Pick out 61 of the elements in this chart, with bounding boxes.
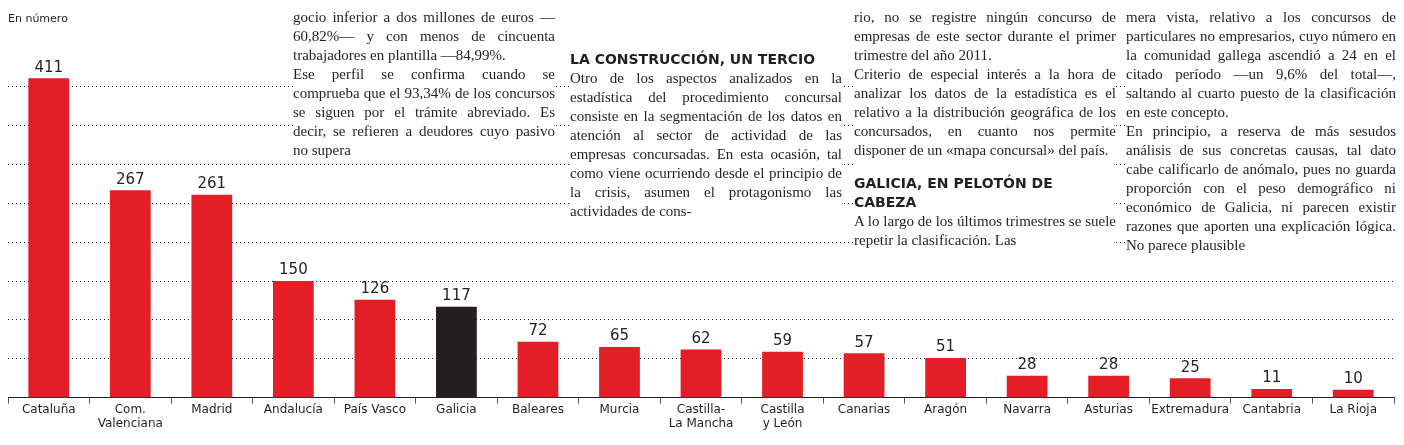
bar [1332,389,1374,398]
x-tick-label: Cantabria [1242,402,1302,417]
bar [436,306,477,398]
x-tick-label: Canarias [837,402,891,417]
bar [1169,378,1211,398]
x-tick-label: País Vasco [343,402,407,417]
data-label: 117 [442,286,471,305]
data-label: 65 [609,326,630,345]
text: rio, no se registre ningún concurso de empresas de este sector durante el primer trimestre del año 2011. [854,8,1116,65]
text: gocio inferior a dos millones de euros —60,82%— y con menos de cincuenta trabajadores en plantilla —84,99%. [293,8,555,65]
bar [599,347,640,398]
bar [925,357,966,398]
x-tick-label: Extremadura [1151,402,1230,417]
data-label: 28 [1017,355,1037,374]
annotation: Otro de los aspectos analizados en la estadística del procedimiento concursal consiste en la segmentación de los datos en atención al sector de actividad de las empresas concursadas. En esta ocasión, tal como viene ocurriendo desde el principio de la crisis, asumen el protagonismo las actividades de cons- [570,69,842,221]
x-tick-label: Madrid [191,402,233,417]
bar [1006,375,1048,398]
x-tick-label: Baleares [511,402,564,417]
x-tick-label: Aragón [924,402,968,417]
data-label: 411 [34,57,64,76]
text: LA CONSTRUCCIÓN, UN TERCIO [570,50,817,69]
x-tick-label: Asturias [1084,402,1133,417]
data-label: 59 [772,331,793,350]
data-label: 261 [197,174,227,193]
data-label: 11 [1262,368,1282,387]
data-label: 57 [854,332,874,351]
bar [1251,389,1293,398]
annotation: Criterio de especial interés a la hora de analizar los datos de la estadística es el relativo a la distribución geográfica de los concursados, en cuanto nos permite disponer de un «mapa concursal» del país. [854,65,1116,160]
x-tick-label: Cataluña [21,402,76,417]
annotation: Ese perfil se confirma cuando se comprueba que el 93,34% de los concursos se siguen por el trámite abreviado. Es decir, se refieren a deudores cuyo pasivo no supera [293,65,555,160]
annotation: mera vista, relativo a los concursos de particulares no empresarios, cuyo número en la comunidad gallega ascendió a 24 en el citado período —un 9,6% del total—, saltando al cuarto puesto de la clasificación en este concepto. [1126,8,1396,122]
x-tick-label: Castilla y León [760,402,805,430]
data-label: 126 [360,279,390,298]
x-tick-label: Galicia [436,402,477,417]
x-tick-label: Castilla-La Mancha [668,402,734,430]
bar [354,299,396,398]
y-axis-title: En número [8,12,68,25]
data-label: 10 [1343,369,1363,388]
bar [1088,375,1130,398]
data-label: 150 [279,260,308,279]
bar [680,349,722,398]
x-tick-label: Com. Valenciana [97,402,163,430]
data-label: 267 [115,169,145,188]
annotation: GALICIA, EN PELOTÓN DE CABEZA [854,174,1054,212]
x-tick-label: La Rioja [1329,402,1378,417]
data-label: 25 [1180,357,1200,376]
x-tick-label: Andalucía [263,402,323,417]
bar [762,351,803,398]
bar [28,78,70,398]
x-tick-label: Navarra [1003,402,1052,417]
bar [517,341,559,398]
bar [109,190,151,398]
data-label: 51 [936,337,956,356]
annotation: En principio, a reserva de más sesudos análisis de sus concretas causas, tal dato cabe calificarlo de anómalo, pues no guarda proporción con el peso demográfico ni económico de Galicia, ni parecen existir razones que aporten una explicación lógica. No parece plausible [1126,122,1396,255]
data-label: 72 [528,321,548,340]
bar [191,194,233,398]
bar [843,353,885,398]
data-label: 62 [691,328,711,347]
bar [272,281,314,398]
annotation: A lo largo de los últimos trimestres se suele repetir la clasificación. Las [854,212,1116,250]
x-tick-label: Murcia [599,402,640,417]
